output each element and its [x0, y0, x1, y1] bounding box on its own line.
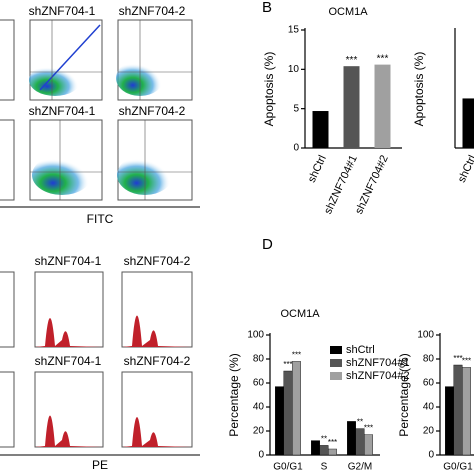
flow-label: shZNF704-2: [119, 104, 186, 118]
x-tick-label: shCtrl: [306, 153, 329, 184]
bar: [328, 448, 337, 456]
x-tick-label: shCtrl: [456, 153, 474, 184]
y-axis-label: Percentage (%): [227, 353, 241, 436]
flow-plot: [29, 119, 103, 201]
y-axis-label: Apoptosis (%): [412, 52, 426, 127]
significance: ***: [377, 53, 389, 64]
y-tick-label: 60: [423, 378, 435, 389]
flow-plot: [29, 19, 103, 101]
bar: [275, 386, 284, 456]
panel-letter: D: [262, 236, 273, 253]
flow-plot: [116, 19, 193, 101]
y-tick-label: 15: [288, 25, 300, 36]
legend-swatch: [330, 359, 342, 367]
bar: [283, 370, 293, 456]
chart-title: OCM1A: [328, 6, 368, 18]
histogram-plot: [0, 371, 15, 448]
y-tick-label: 60: [253, 378, 265, 389]
y-tick-label: 100: [247, 330, 264, 341]
y-tick-label: 80: [423, 354, 435, 365]
legend-label: shCtrl: [346, 344, 375, 356]
flow-plot: [0, 19, 15, 101]
bar: [364, 434, 373, 456]
y-tick-label: 80: [253, 354, 265, 365]
significance: ***: [364, 424, 373, 433]
chart-title: OCM1A: [280, 308, 320, 320]
flow-label: shZNF704-1: [29, 104, 96, 118]
x-tick-label: G0/G1: [273, 462, 303, 473]
histogram-plot: [34, 271, 104, 348]
legend-swatch: [330, 372, 342, 380]
legend-label: shZNF704#1: [346, 357, 410, 369]
significance: ***: [283, 360, 292, 369]
bar: [462, 367, 471, 456]
flow-plot: [117, 119, 193, 201]
bar: [453, 364, 463, 456]
significance: ***: [453, 354, 462, 363]
cell-cycle-panels: shZNF704-1 shZNF704-2 shZNF704-1 shZNF70…: [0, 254, 200, 472]
bar: [343, 66, 360, 148]
axis-label: PE: [92, 458, 108, 472]
x-tick-label: G2/M: [348, 462, 372, 473]
histogram-plot: [121, 271, 193, 348]
histogram-plot: [34, 371, 104, 448]
y-tick-label: 0: [428, 450, 434, 461]
flow-label: shZNF704-1: [29, 4, 96, 18]
y-tick-label: 40: [253, 402, 265, 413]
bar: [347, 421, 356, 456]
flow-panels: shZNF704-1 shZNF704-2 shZNF704-1 shZNF70…: [0, 4, 200, 226]
flow-plot: [0, 119, 15, 201]
panel-letter: B: [262, 0, 272, 16]
histogram-label: shZNF704-2: [124, 254, 191, 268]
flow-label: shZNF704-2: [119, 4, 186, 18]
significance: ***: [328, 438, 337, 447]
histogram-label: shZNF704-1: [35, 254, 102, 268]
y-tick-label: 40: [423, 402, 435, 413]
bar: [312, 111, 329, 148]
significance: **: [357, 418, 363, 427]
legend-swatch: [330, 346, 342, 354]
significance: ***: [292, 351, 301, 360]
histogram-plot: [0, 271, 15, 348]
significance: ***: [462, 357, 471, 366]
x-tick-label: S: [321, 462, 328, 473]
y-tick-label: 0: [258, 450, 264, 461]
y-axis-label: Apoptosis (%): [262, 52, 276, 127]
histogram-label: shZNF704-1: [35, 354, 102, 368]
x-tick-label: G0/G1: [443, 462, 473, 473]
significance: **: [321, 435, 327, 444]
y-tick-label: 0: [293, 143, 299, 154]
significance: ***: [346, 55, 358, 66]
histogram-label: shZNF704-2: [124, 354, 191, 368]
y-tick-label: 20: [423, 426, 435, 437]
bar: [445, 386, 454, 456]
legend-label: shZNF704#2: [346, 370, 410, 382]
y-tick-label: 5: [293, 103, 299, 114]
axis-label: FITC: [87, 212, 114, 226]
y-tick-label: 10: [288, 64, 300, 75]
bar: [462, 98, 474, 148]
bar: [311, 440, 320, 456]
histogram-plot: [121, 371, 193, 448]
y-tick-label: 20: [253, 426, 265, 437]
bar: [292, 361, 301, 456]
x-tick-label: shZNF704#2: [353, 153, 391, 216]
y-axis-label: Percentage (%): [397, 353, 411, 436]
bar: [374, 64, 391, 148]
y-tick-label: 100: [417, 330, 434, 341]
